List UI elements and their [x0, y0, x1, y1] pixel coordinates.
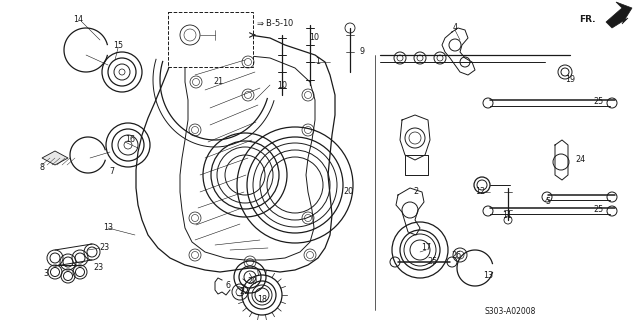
- Text: 17: 17: [421, 244, 431, 252]
- Text: 1: 1: [316, 58, 321, 67]
- Text: 25: 25: [593, 205, 603, 214]
- Text: 14: 14: [73, 15, 83, 25]
- Text: 26: 26: [451, 252, 461, 260]
- Text: 18: 18: [257, 295, 267, 305]
- Text: 10: 10: [309, 34, 319, 43]
- Text: S303-A02008: S303-A02008: [484, 308, 536, 316]
- Text: 24: 24: [575, 156, 585, 164]
- Text: 5: 5: [545, 197, 550, 206]
- Text: 23: 23: [99, 244, 109, 252]
- Text: 13: 13: [103, 223, 113, 233]
- Text: 25: 25: [593, 98, 603, 107]
- Text: 13: 13: [483, 271, 493, 281]
- FancyBboxPatch shape: [168, 12, 253, 67]
- Text: 20: 20: [343, 188, 353, 196]
- Text: 2: 2: [413, 188, 419, 196]
- Text: 3: 3: [44, 269, 49, 278]
- Text: 10: 10: [277, 82, 287, 91]
- Text: 7: 7: [109, 167, 115, 177]
- Text: 9: 9: [360, 47, 365, 57]
- Text: 12: 12: [475, 188, 485, 196]
- Text: 4: 4: [452, 23, 458, 33]
- Polygon shape: [42, 151, 68, 165]
- Text: 25: 25: [427, 258, 437, 267]
- Text: 11: 11: [502, 211, 512, 220]
- Text: $\Rightarrow$B-5-10: $\Rightarrow$B-5-10: [255, 18, 294, 28]
- Text: 23: 23: [93, 263, 103, 273]
- Text: 16: 16: [125, 135, 135, 145]
- Text: 8: 8: [40, 164, 45, 172]
- Text: 6: 6: [225, 281, 230, 290]
- Polygon shape: [606, 2, 632, 28]
- Text: 22: 22: [240, 287, 250, 297]
- Text: 19: 19: [565, 76, 575, 84]
- Text: FR.: FR.: [579, 15, 596, 25]
- Text: 15: 15: [113, 42, 123, 51]
- Text: 21: 21: [213, 77, 223, 86]
- Text: 20: 20: [247, 277, 257, 286]
